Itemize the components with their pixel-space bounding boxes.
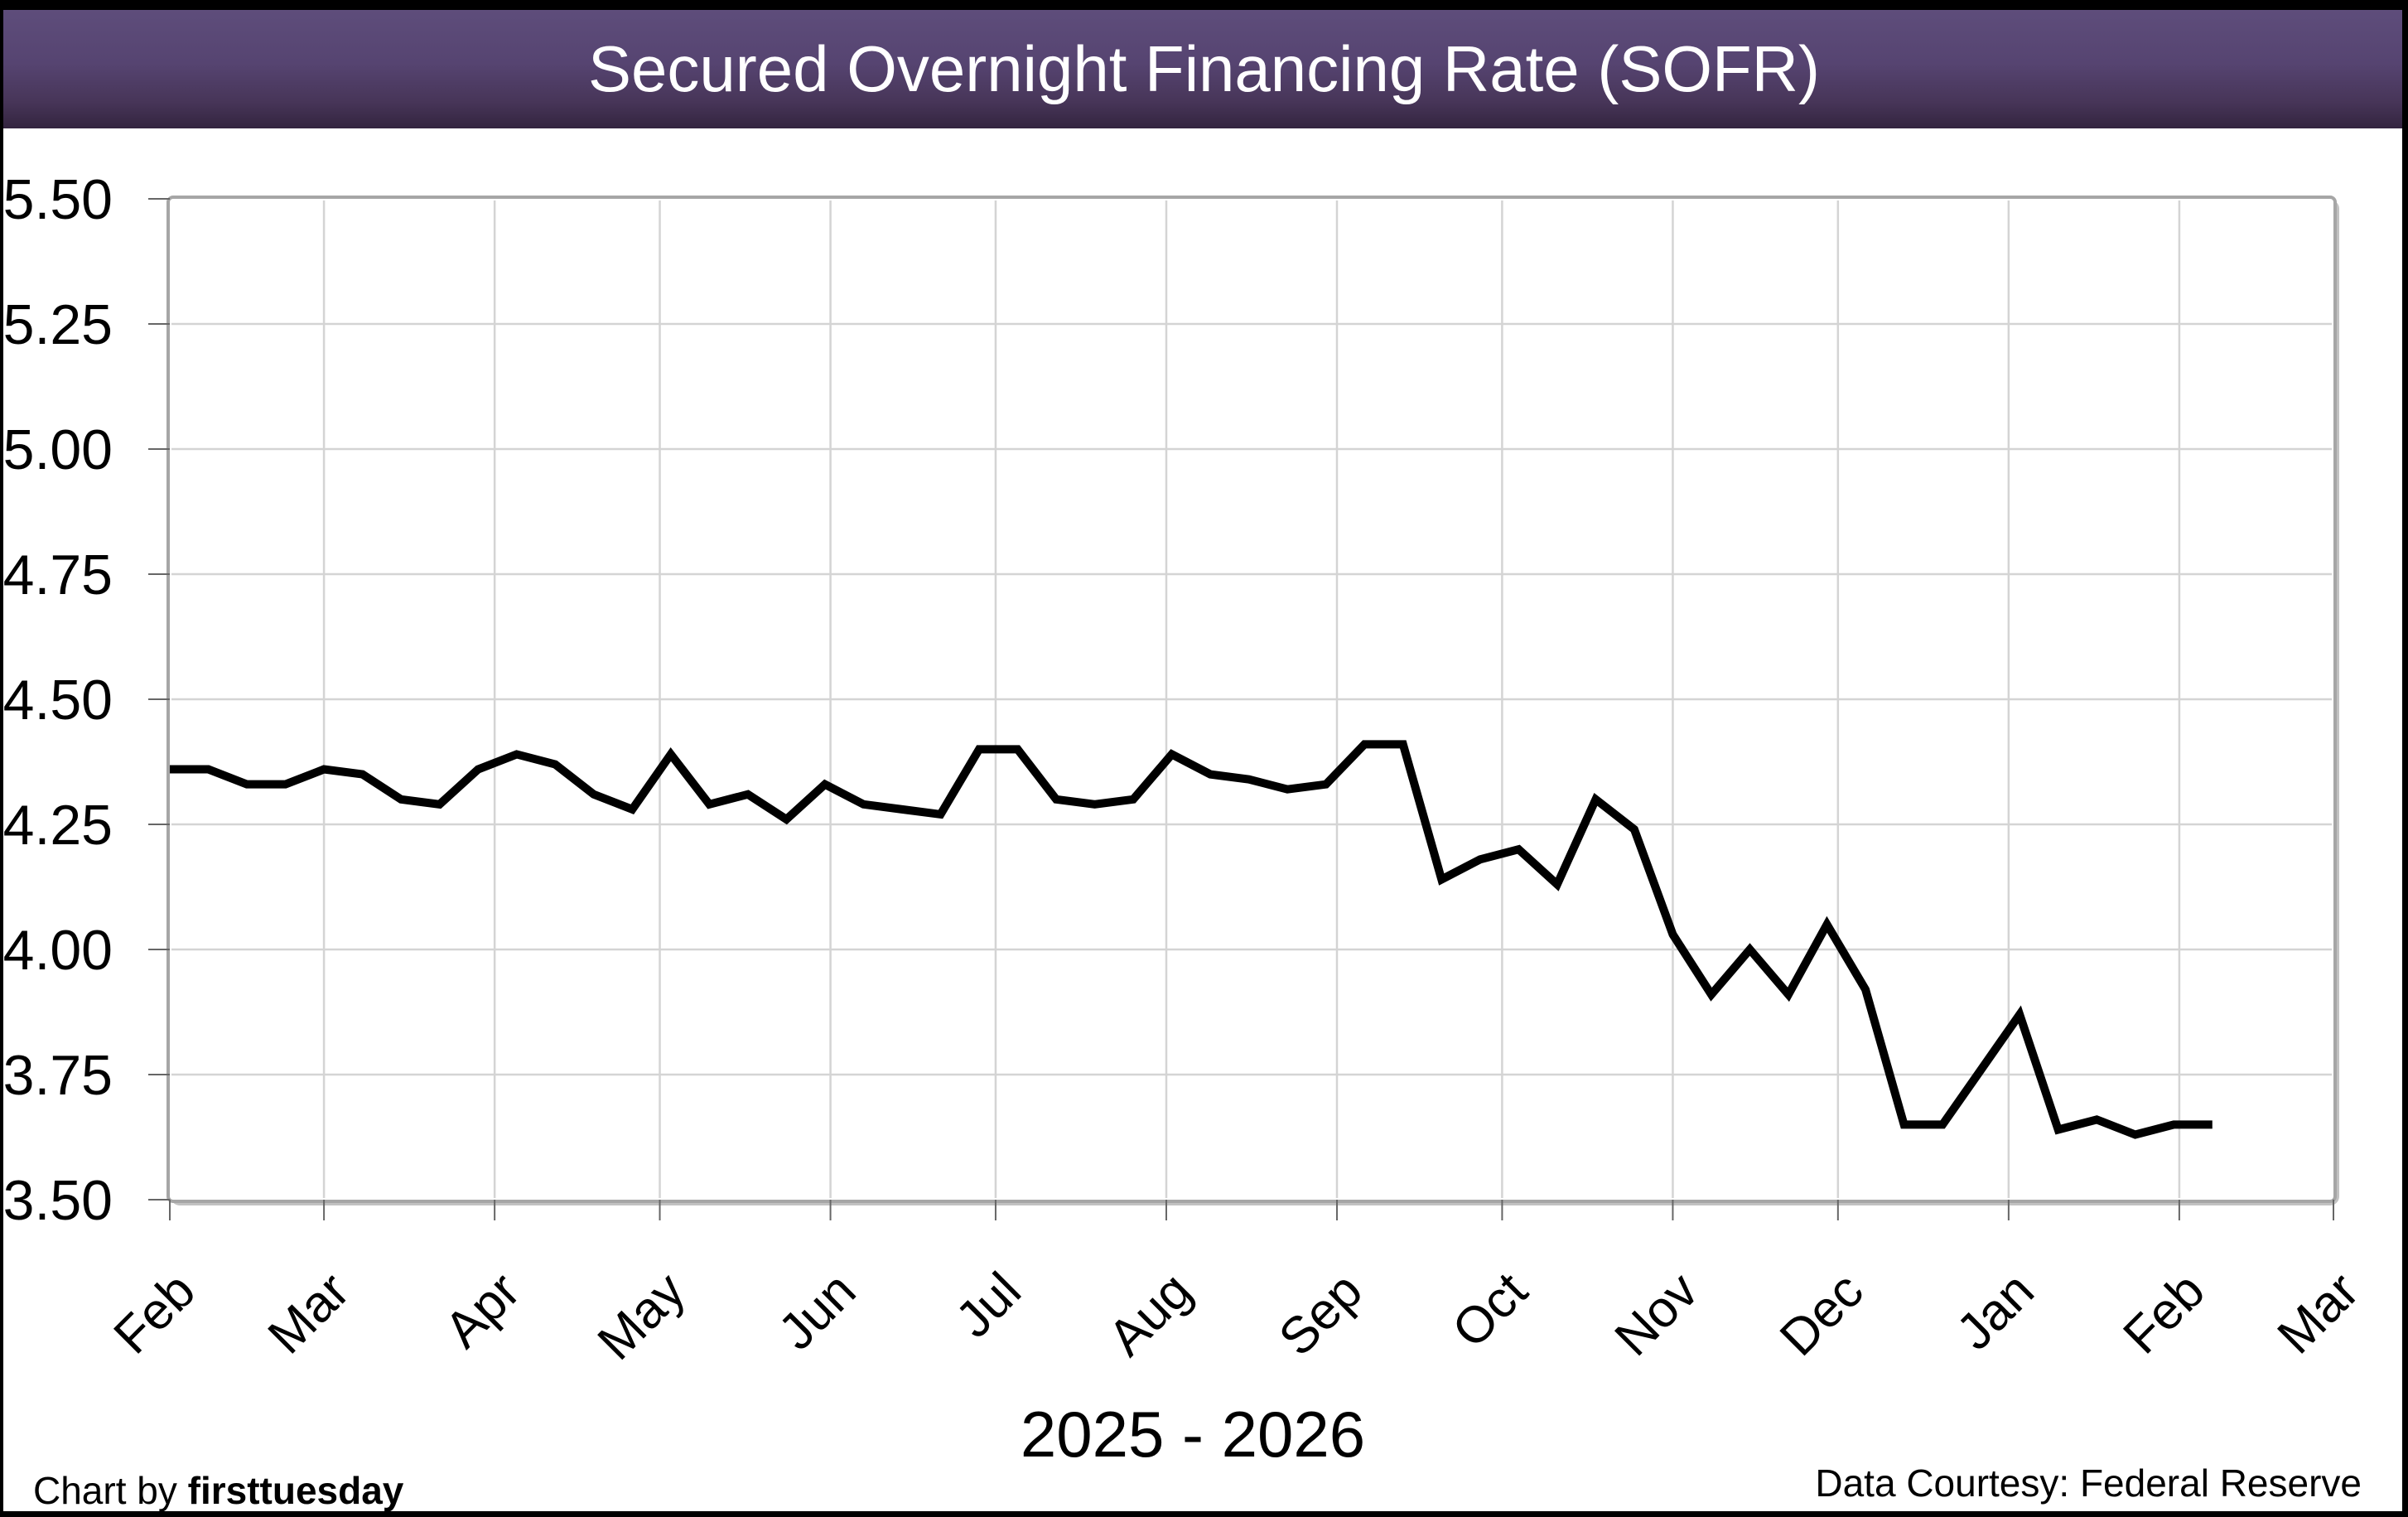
x-tick-label: Oct (1441, 1262, 1538, 1359)
y-tick-label: 4.50 (3, 669, 113, 732)
x-tick-label: Sep (1268, 1262, 1373, 1367)
y-tick-label: 4.00 (3, 919, 113, 982)
credit-prefix: Chart by (33, 1469, 188, 1512)
y-tick-label: 5.00 (3, 418, 113, 481)
data-courtesy-note: Data Courtesy: Federal Reserve (1815, 1461, 2362, 1505)
y-tick-label: 3.75 (3, 1044, 113, 1107)
y-tick-label: 4.25 (3, 794, 113, 857)
chart-credit: Chart by firsttuesday (33, 1468, 403, 1513)
chart-title: Secured Overnight Financing Rate (SOFR) (588, 32, 1820, 105)
y-tick-label: 3.50 (3, 1169, 113, 1232)
x-tick-label: May (587, 1262, 697, 1371)
credit-brand: firsttuesday (187, 1469, 404, 1512)
title-bar: Secured Overnight Financing Rate (SOFR) (0, 10, 2408, 128)
x-tick-label: Jul (945, 1262, 1032, 1349)
x-axis-title: 2025 - 2026 (1020, 1398, 1366, 1471)
x-tick-label: Aug (1098, 1262, 1203, 1367)
x-tick-label: Feb (104, 1262, 206, 1365)
x-tick-label: Jun (768, 1262, 866, 1360)
y-tick-label: 4.75 (3, 544, 113, 606)
x-tick-label: Nov (1605, 1262, 1710, 1367)
x-tick-label: Jan (1946, 1262, 2044, 1360)
x-tick-label: Dec (1769, 1262, 1875, 1367)
x-tick-label: Apr (434, 1262, 531, 1359)
sofr-series-line (170, 740, 2213, 1139)
x-tick-label: Mar (258, 1262, 360, 1365)
y-tick-label: 5.25 (3, 293, 113, 356)
y-tick-label: 5.50 (3, 168, 113, 231)
x-tick-label: Feb (2112, 1262, 2215, 1365)
x-tick-label: Mar (2267, 1262, 2370, 1365)
